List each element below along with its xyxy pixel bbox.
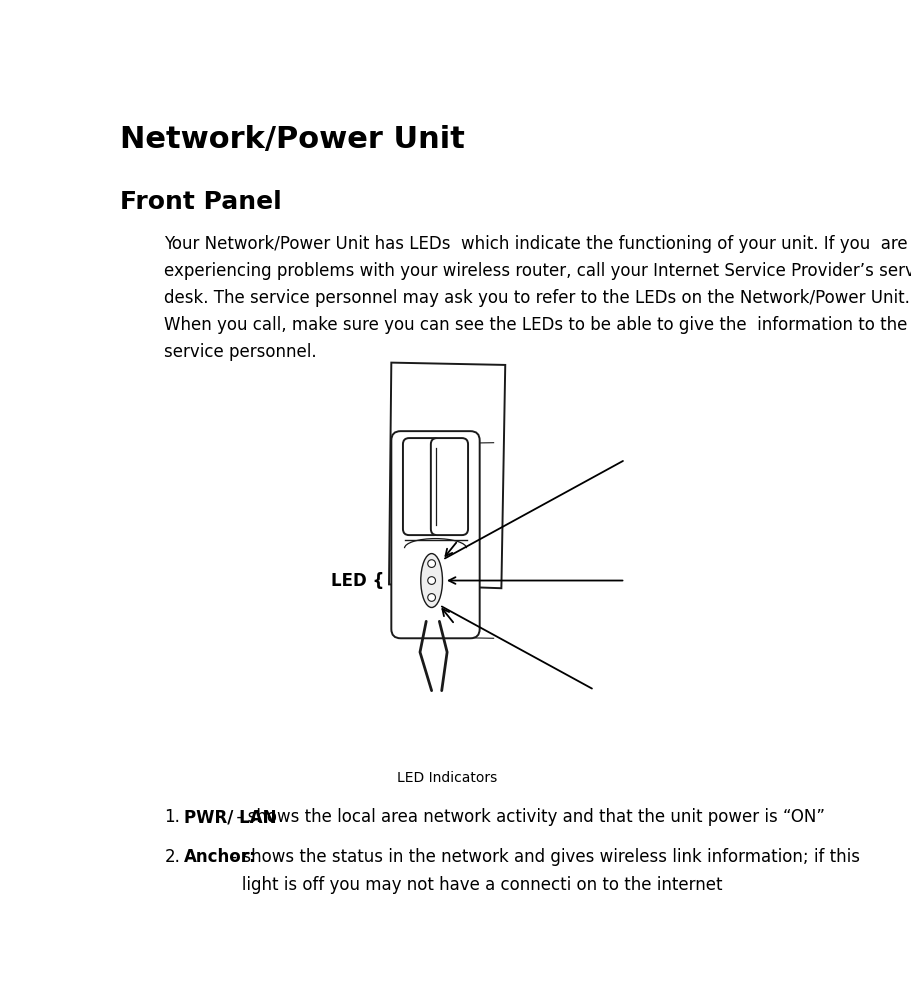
Circle shape bbox=[428, 577, 435, 584]
Text: PWR/ LAN: PWR/ LAN bbox=[184, 809, 276, 827]
Text: Your Network/Power Unit has LEDs  which indicate the functioning of your unit. I: Your Network/Power Unit has LEDs which i… bbox=[164, 235, 911, 362]
Text: LED {: LED { bbox=[331, 572, 384, 589]
FancyBboxPatch shape bbox=[431, 438, 468, 535]
Text: 1.: 1. bbox=[164, 809, 180, 827]
Circle shape bbox=[428, 593, 435, 601]
Text: - shows the local area network activity and that the unit power is “ON”: - shows the local area network activity … bbox=[184, 809, 824, 827]
Text: - shows the status in the network and gives wireless link information; if this
 : - shows the status in the network and gi… bbox=[184, 849, 860, 893]
Text: Anchor:: Anchor: bbox=[184, 849, 256, 866]
FancyBboxPatch shape bbox=[392, 431, 480, 638]
Text: 2.: 2. bbox=[164, 849, 180, 866]
FancyBboxPatch shape bbox=[403, 438, 440, 535]
Text: Front Panel: Front Panel bbox=[120, 190, 281, 214]
Text: LED Indicators: LED Indicators bbox=[397, 771, 497, 785]
Text: Network/Power Unit: Network/Power Unit bbox=[120, 125, 465, 154]
Circle shape bbox=[428, 560, 435, 567]
Ellipse shape bbox=[421, 554, 443, 607]
